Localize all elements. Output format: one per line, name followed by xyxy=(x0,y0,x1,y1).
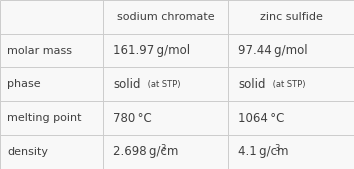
Text: sodium chromate: sodium chromate xyxy=(117,12,214,22)
Text: zinc sulfide: zinc sulfide xyxy=(259,12,322,22)
Text: 161.97 g/mol: 161.97 g/mol xyxy=(113,44,190,57)
Text: 780 °C: 780 °C xyxy=(113,112,152,125)
Text: solid: solid xyxy=(238,78,266,91)
Text: 3: 3 xyxy=(160,144,166,153)
Text: solid: solid xyxy=(113,78,141,91)
Text: 97.44 g/mol: 97.44 g/mol xyxy=(238,44,308,57)
Text: melting point: melting point xyxy=(7,113,81,123)
Text: (at STP): (at STP) xyxy=(270,79,306,89)
Text: phase: phase xyxy=(7,79,41,89)
Text: 3: 3 xyxy=(275,144,280,153)
Text: molar mass: molar mass xyxy=(7,45,72,55)
Text: 2.698 g/cm: 2.698 g/cm xyxy=(113,146,178,159)
Text: 4.1 g/cm: 4.1 g/cm xyxy=(238,146,289,159)
Text: density: density xyxy=(7,147,48,157)
Text: 1064 °C: 1064 °C xyxy=(238,112,284,125)
Text: (at STP): (at STP) xyxy=(145,79,181,89)
